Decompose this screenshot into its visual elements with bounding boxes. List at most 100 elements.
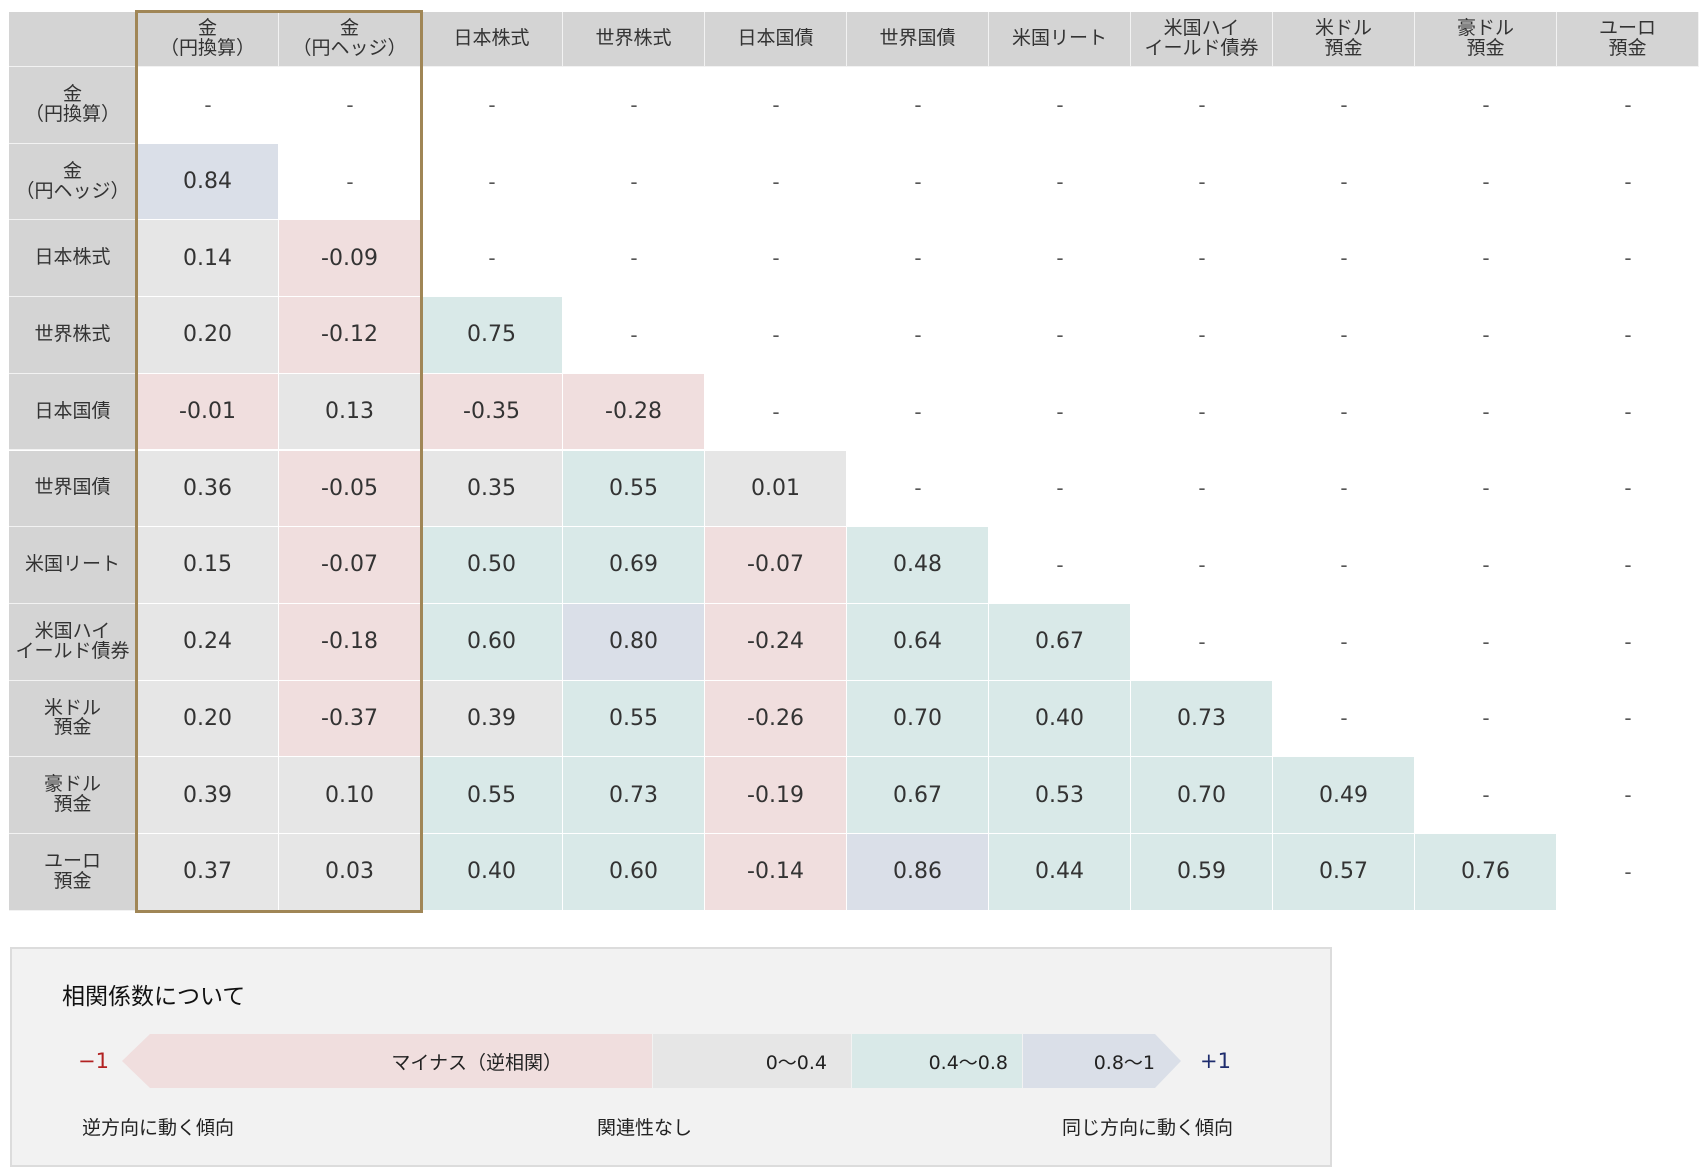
empty-cell: - bbox=[346, 92, 354, 117]
empty-cell: - bbox=[1198, 322, 1206, 347]
correlation-cell: 0.70 bbox=[1131, 757, 1273, 834]
empty-cell: - bbox=[1624, 859, 1632, 884]
row-header: 米国ハイ イールド債券 bbox=[9, 603, 137, 681]
empty-cell: - bbox=[1340, 246, 1348, 271]
empty-cell: - bbox=[1482, 92, 1490, 117]
legend-segment-high: 0.8〜1 bbox=[1023, 1034, 1181, 1088]
empty-cell: - bbox=[772, 169, 780, 194]
empty-cell: - bbox=[1624, 399, 1632, 424]
empty-cell: - bbox=[1482, 553, 1490, 578]
correlation-cell: -0.18 bbox=[279, 603, 421, 681]
empty-cell: - bbox=[1198, 476, 1206, 501]
correlation-cell: 0.67 bbox=[989, 603, 1131, 681]
empty-cell: - bbox=[914, 322, 922, 347]
empty-cell: - bbox=[914, 92, 922, 117]
empty-cell: - bbox=[772, 399, 780, 424]
correlation-cell: 0.13 bbox=[279, 373, 421, 451]
row-header: 米ドル 預金 bbox=[9, 680, 137, 758]
empty-cell: - bbox=[630, 246, 638, 271]
empty-cell: - bbox=[1340, 553, 1348, 578]
empty-cell: - bbox=[1482, 783, 1490, 808]
correlation-cell: 0.03 bbox=[279, 834, 421, 911]
empty-cell: - bbox=[1624, 246, 1632, 271]
legend-max-label: +1 bbox=[1200, 1049, 1231, 1073]
legend-segment-mid: 0.4〜0.8 bbox=[852, 1034, 1022, 1088]
empty-cell: - bbox=[914, 399, 922, 424]
correlation-cell: -0.09 bbox=[279, 220, 421, 298]
correlation-cell: -0.26 bbox=[705, 680, 847, 758]
correlation-cell: -0.14 bbox=[705, 834, 847, 911]
empty-cell: - bbox=[1624, 706, 1632, 731]
empty-cell: - bbox=[488, 92, 496, 117]
row-header: 世界国債 bbox=[9, 450, 137, 528]
legend-segment-low: 0〜0.4 bbox=[653, 1034, 851, 1088]
correlation-cell: 0.36 bbox=[137, 450, 279, 528]
column-header: 米ドル 預金 bbox=[1273, 12, 1415, 67]
empty-cell: - bbox=[1198, 629, 1206, 654]
empty-cell: - bbox=[1056, 399, 1064, 424]
column-header: 日本株式 bbox=[421, 12, 563, 67]
empty-cell: - bbox=[1198, 169, 1206, 194]
correlation-cell: 0.39 bbox=[421, 680, 563, 758]
correlation-cell: -0.19 bbox=[705, 757, 847, 834]
column-header: 世界国債 bbox=[847, 12, 989, 67]
correlation-cell: 0.50 bbox=[421, 527, 563, 604]
empty-cell: - bbox=[488, 246, 496, 271]
column-header: 日本国債 bbox=[705, 12, 847, 67]
legend-min-label: −1 bbox=[78, 1049, 109, 1073]
empty-cell: - bbox=[1624, 476, 1632, 501]
empty-cell: - bbox=[630, 322, 638, 347]
legend-caption-middle: 関連性なし bbox=[597, 1117, 693, 1139]
correlation-cell: 0.24 bbox=[137, 603, 279, 681]
empty-cell: - bbox=[1340, 629, 1348, 654]
correlation-cell: 0.40 bbox=[421, 834, 563, 911]
correlation-cell: 0.35 bbox=[421, 450, 563, 528]
empty-cell: - bbox=[1198, 553, 1206, 578]
legend-caption-left: 逆方向に動く傾向 bbox=[82, 1117, 235, 1139]
correlation-cell: 0.55 bbox=[563, 680, 705, 758]
correlation-cell: -0.12 bbox=[279, 297, 421, 374]
legend-scale: −1 マイナス（逆相関） 0〜0.4 0.4〜0.8 0.8〜1 +1 bbox=[12, 1034, 1334, 1090]
column-header: 金 （円換算） bbox=[137, 12, 279, 67]
correlation-cell: 0.40 bbox=[989, 680, 1131, 758]
empty-cell: - bbox=[1624, 322, 1632, 347]
correlation-cell: 0.10 bbox=[279, 757, 421, 834]
column-header: 米国ハイ イールド債券 bbox=[1131, 12, 1273, 67]
correlation-cell: -0.07 bbox=[705, 527, 847, 604]
correlation-cell: 0.67 bbox=[847, 757, 989, 834]
empty-cell: - bbox=[630, 92, 638, 117]
correlation-cell: 0.48 bbox=[847, 527, 989, 604]
header-corner bbox=[9, 12, 137, 67]
row-header: 日本株式 bbox=[9, 220, 137, 298]
empty-cell: - bbox=[1482, 629, 1490, 654]
legend-title: 相関係数について bbox=[62, 984, 246, 1010]
correlation-cell: 0.59 bbox=[1131, 834, 1273, 911]
correlation-cell: -0.24 bbox=[705, 603, 847, 681]
empty-cell: - bbox=[1340, 322, 1348, 347]
empty-cell: - bbox=[1624, 629, 1632, 654]
legend-segment-negative: マイナス（逆相関） bbox=[122, 1034, 652, 1088]
empty-cell: - bbox=[1056, 169, 1064, 194]
column-header: 金 （円ヘッジ） bbox=[279, 12, 421, 67]
empty-cell: - bbox=[1482, 246, 1490, 271]
correlation-cell: 0.57 bbox=[1273, 834, 1415, 911]
empty-cell: - bbox=[914, 169, 922, 194]
empty-cell: - bbox=[914, 476, 922, 501]
correlation-cell: 0.76 bbox=[1415, 834, 1557, 911]
row-header: 金 （円ヘッジ） bbox=[9, 143, 137, 221]
row-header: ユーロ 預金 bbox=[9, 834, 137, 911]
correlation-cell: 0.70 bbox=[847, 680, 989, 758]
empty-cell: - bbox=[1198, 92, 1206, 117]
correlation-cell: 0.15 bbox=[137, 527, 279, 604]
correlation-cell: 0.80 bbox=[563, 603, 705, 681]
empty-cell: - bbox=[1624, 169, 1632, 194]
empty-cell: - bbox=[1340, 476, 1348, 501]
correlation-cell: 0.60 bbox=[421, 603, 563, 681]
correlation-cell: 0.86 bbox=[847, 834, 989, 911]
empty-cell: - bbox=[488, 169, 496, 194]
empty-cell: - bbox=[204, 92, 212, 117]
empty-cell: - bbox=[1624, 783, 1632, 808]
correlation-cell: 0.64 bbox=[847, 603, 989, 681]
correlation-cell: -0.01 bbox=[137, 373, 279, 451]
correlation-cell: 0.55 bbox=[563, 450, 705, 528]
